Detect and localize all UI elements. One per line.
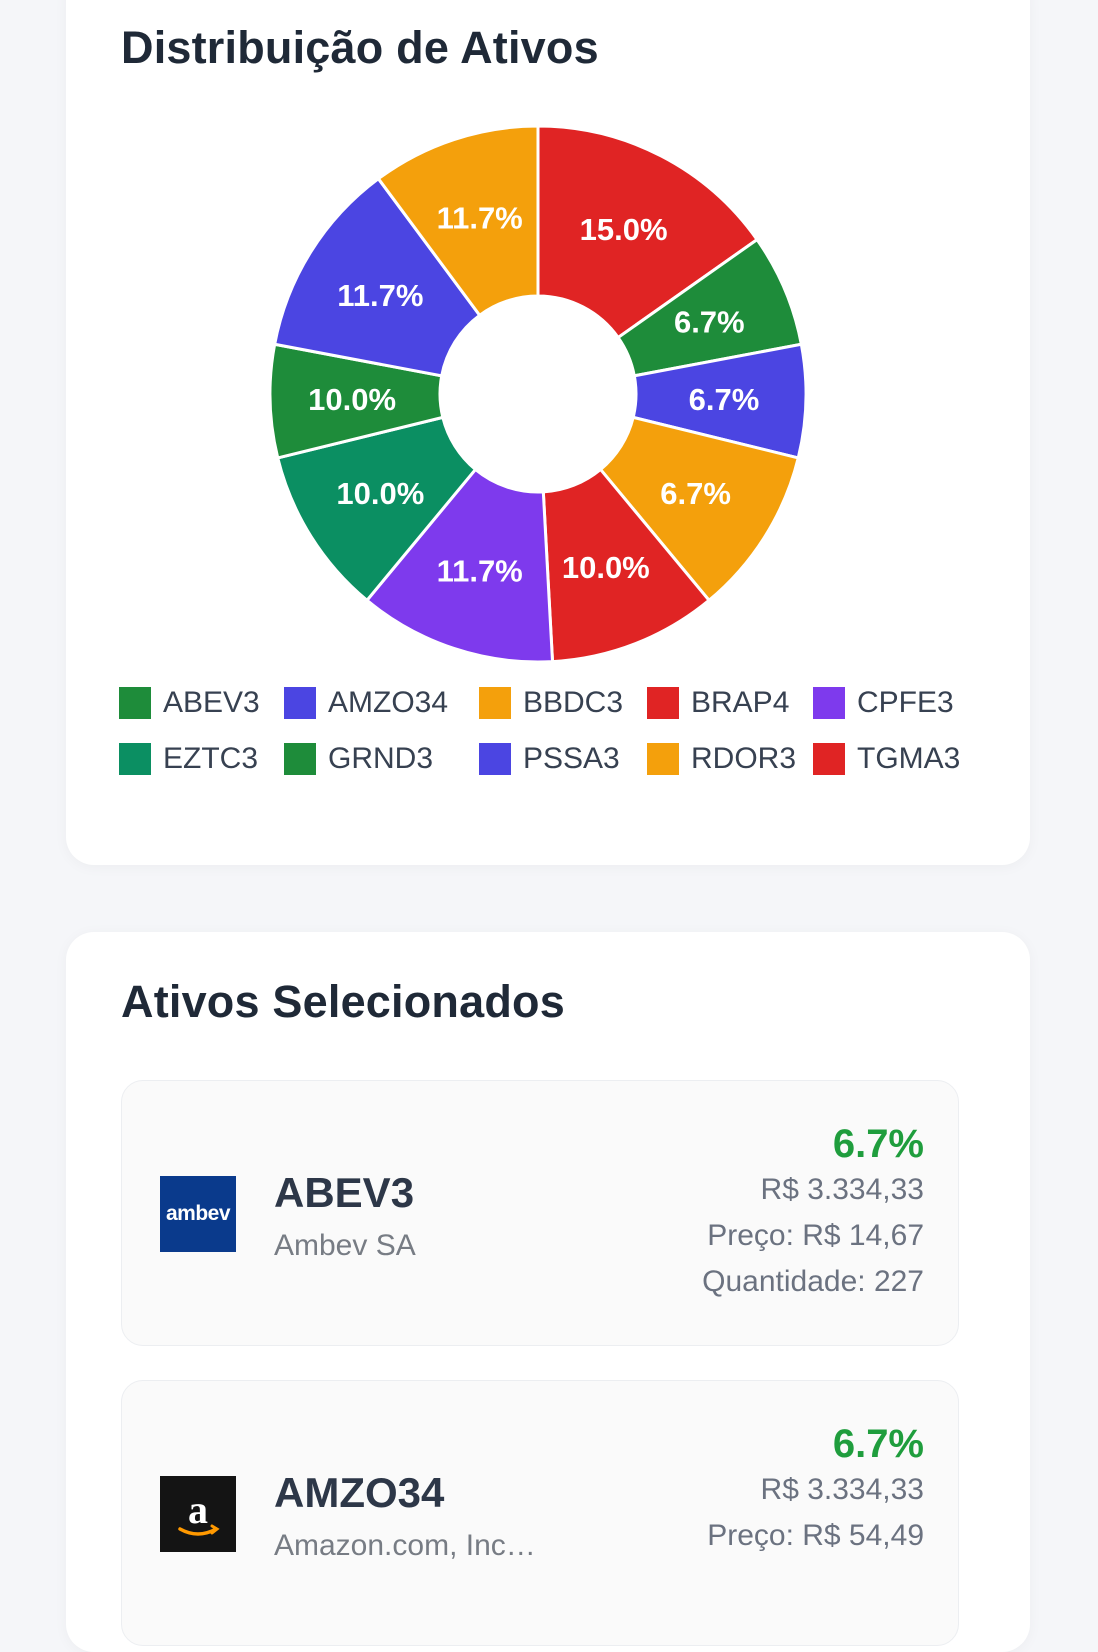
- slice-label-grnd3: 6.7%: [660, 476, 731, 511]
- legend-swatch: [813, 687, 845, 719]
- distribution-title: Distribuição de Ativos: [121, 22, 599, 73]
- slice-amzo34[interactable]: [272, 176, 482, 378]
- asset-item-amzo34[interactable]: a AMZO34 Amazon.com, Inc. Shs Uns... 6.7…: [121, 1380, 959, 1646]
- amazon-logo-glyph: a: [178, 1487, 220, 1536]
- slice-brap4[interactable]: [275, 415, 478, 603]
- legend-label: BRAP4: [691, 686, 790, 719]
- slice-tgma3[interactable]: [536, 124, 760, 340]
- legend-item-amzo34[interactable]: AMZO34: [284, 686, 448, 720]
- legend-item-pssa3[interactable]: PSSA3: [479, 742, 620, 776]
- legend-swatch: [479, 743, 511, 775]
- legend-item-cpfe3[interactable]: CPFE3: [813, 686, 954, 720]
- legend-item-bbdc3[interactable]: BBDC3: [479, 686, 623, 720]
- asset-price: Preço: R$ 14,67: [707, 1219, 924, 1252]
- legend-item-eztc3[interactable]: EZTC3: [119, 742, 258, 776]
- asset-ticker: AMZO34: [274, 1469, 445, 1516]
- slice-eztc3[interactable]: [541, 467, 712, 664]
- legend-swatch: [284, 687, 316, 719]
- amazon-logo-icon: a: [160, 1476, 236, 1552]
- slice-label-brap4: 10.0%: [336, 476, 424, 511]
- distribution-card: Distribuição de Ativos 15.0% 6.7% 6.7% 6.7%…: [66, 0, 1030, 865]
- legend-swatch: [479, 687, 511, 719]
- legend-item-brap4[interactable]: BRAP4: [647, 686, 789, 720]
- donut-chart: 15.0% 6.7% 6.7% 6.7% 10.0% 11.7% 10.0% 10.0% 11.…: [268, 124, 808, 664]
- legend-swatch: [119, 687, 151, 719]
- asset-name: Ambev SA: [274, 1229, 416, 1262]
- slice-label-abev3: 11.7%: [437, 200, 523, 235]
- selected-assets-title: Ativos Selecionados: [121, 976, 565, 1027]
- slice-label-amzo34: 11.7%: [337, 278, 423, 313]
- asset-name: Amazon.com, Inc. Shs Uns...: [274, 1529, 544, 1562]
- asset-ticker: ABEV3: [274, 1169, 415, 1216]
- selected-assets-card: Ativos Selecionados ambev ABEV3 Ambev SA…: [66, 932, 1030, 1652]
- slice-label-tgma3: 15.0%: [580, 212, 668, 247]
- legend-label: BBDC3: [523, 686, 624, 719]
- asset-price: Preço: R$ 54,49: [707, 1519, 924, 1552]
- asset-percent: 6.7%: [832, 1422, 924, 1466]
- slice-grnd3[interactable]: [598, 415, 801, 603]
- slice-label-rdor3: 6.7%: [674, 305, 745, 340]
- asset-item-abev3[interactable]: ambev ABEV3 Ambev SA 6.7% R$ 3.334,33 Pr…: [121, 1080, 959, 1346]
- legend-label: GRND3: [328, 742, 434, 775]
- slice-label-eztc3: 10.0%: [562, 550, 650, 585]
- legend-item-grnd3[interactable]: GRND3: [284, 742, 433, 776]
- legend-label: PSSA3: [523, 742, 620, 775]
- legend-swatch: [284, 743, 316, 775]
- asset-details: 6.7% R$ 3.334,33 Preço: R$ 54,49: [707, 1421, 924, 1559]
- legend-label: TGMA3: [857, 742, 961, 775]
- legend-swatch: [813, 743, 845, 775]
- legend-item-abev3[interactable]: ABEV3: [119, 686, 260, 720]
- slice-label-cpfe3: 11.7%: [437, 554, 523, 589]
- asset-quantity: Quantidade: 227: [702, 1265, 924, 1298]
- legend-swatch: [647, 687, 679, 719]
- asset-value: R$ 3.334,33: [760, 1473, 924, 1506]
- slice-abev3[interactable]: [376, 124, 540, 318]
- legend-label: CPFE3: [857, 686, 954, 719]
- slice-label-bbdc3: 10.0%: [308, 382, 396, 417]
- slice-cpfe3[interactable]: [364, 467, 555, 664]
- asset-details: 6.7% R$ 3.334,33 Preço: R$ 14,67 Quantid…: [702, 1121, 924, 1305]
- legend-item-rdor3[interactable]: RDOR3: [647, 742, 796, 776]
- amazon-logo-letter: a: [188, 1487, 208, 1532]
- legend-swatch: [647, 743, 679, 775]
- legend-item-tgma3[interactable]: TGMA3: [813, 742, 960, 776]
- slice-label-pssa3: 6.7%: [689, 382, 760, 417]
- legend-label: AMZO34: [328, 686, 449, 719]
- legend-swatch: [119, 743, 151, 775]
- legend-label: ABEV3: [163, 686, 260, 719]
- legend-label: RDOR3: [691, 742, 797, 775]
- asset-percent: 6.7%: [832, 1122, 924, 1166]
- ambev-logo-icon: ambev: [160, 1176, 236, 1252]
- legend-label: EZTC3: [163, 742, 259, 775]
- asset-value: R$ 3.334,33: [760, 1173, 924, 1206]
